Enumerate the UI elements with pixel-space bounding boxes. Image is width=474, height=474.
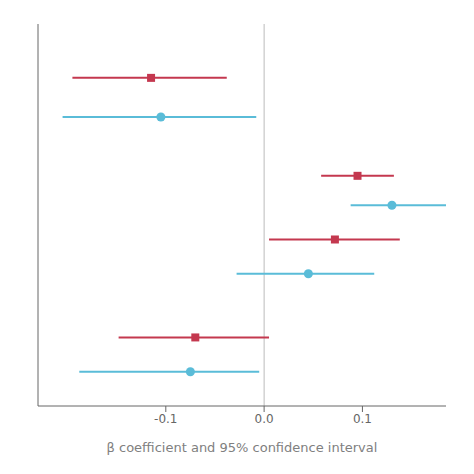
- svg-text:β coefficient and 95% confiden: β coefficient and 95% confidence interva…: [107, 440, 378, 455]
- svg-text:0.0: 0.0: [255, 412, 274, 426]
- svg-text:0.1: 0.1: [353, 412, 372, 426]
- svg-text:-0.1: -0.1: [154, 412, 177, 426]
